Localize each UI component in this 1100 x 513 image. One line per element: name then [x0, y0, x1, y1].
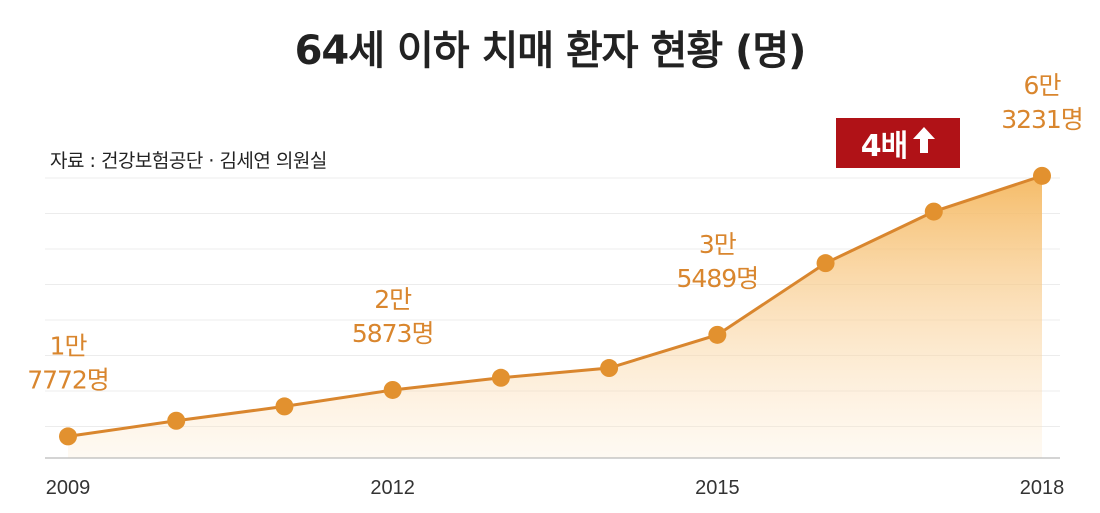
data-points — [59, 166, 1051, 446]
data-point-2011 — [275, 397, 294, 416]
growth-badge: 4배 — [836, 118, 960, 168]
arrow-up-icon — [913, 126, 936, 161]
data-annotations: 1만 7772명 2만 5873명 3만 5489명 6만 3231명 — [27, 71, 1084, 395]
data-label-2009: 1만 7772명 — [27, 331, 109, 394]
source-note: 자료 : 건강보험공단 · 김세연 의원실 — [50, 150, 327, 172]
data-point-2014 — [600, 359, 619, 378]
data-point-2017 — [924, 202, 943, 221]
data-point-2018 — [1033, 166, 1051, 185]
growth-badge-label: 4배 — [860, 129, 908, 164]
series-line — [67, 174, 1043, 438]
data-label-2018: 6만 3231명 — [1001, 71, 1083, 134]
area-fill — [68, 175, 1042, 458]
data-label-2015: 3만 5489명 — [677, 230, 759, 293]
data-point-2015 — [708, 325, 727, 344]
data-point-2010 — [167, 411, 186, 430]
data-point-2016 — [816, 254, 835, 273]
chart-title: 64세 이하 치매 환자 현황 (명) — [294, 28, 807, 74]
x-tick-label: 2018 — [1020, 477, 1065, 499]
data-point-2013 — [491, 368, 510, 387]
x-tick-label: 2012 — [370, 477, 415, 499]
data-point-2012 — [383, 380, 402, 399]
x-tick-label: 2015 — [695, 477, 740, 499]
x-tick-label: 2009 — [46, 477, 91, 499]
data-point-2009 — [59, 427, 77, 446]
x-axis-ticks: 2009 2012 2015 2018 — [46, 477, 1065, 499]
data-label-2012: 2만 5873명 — [352, 285, 434, 348]
